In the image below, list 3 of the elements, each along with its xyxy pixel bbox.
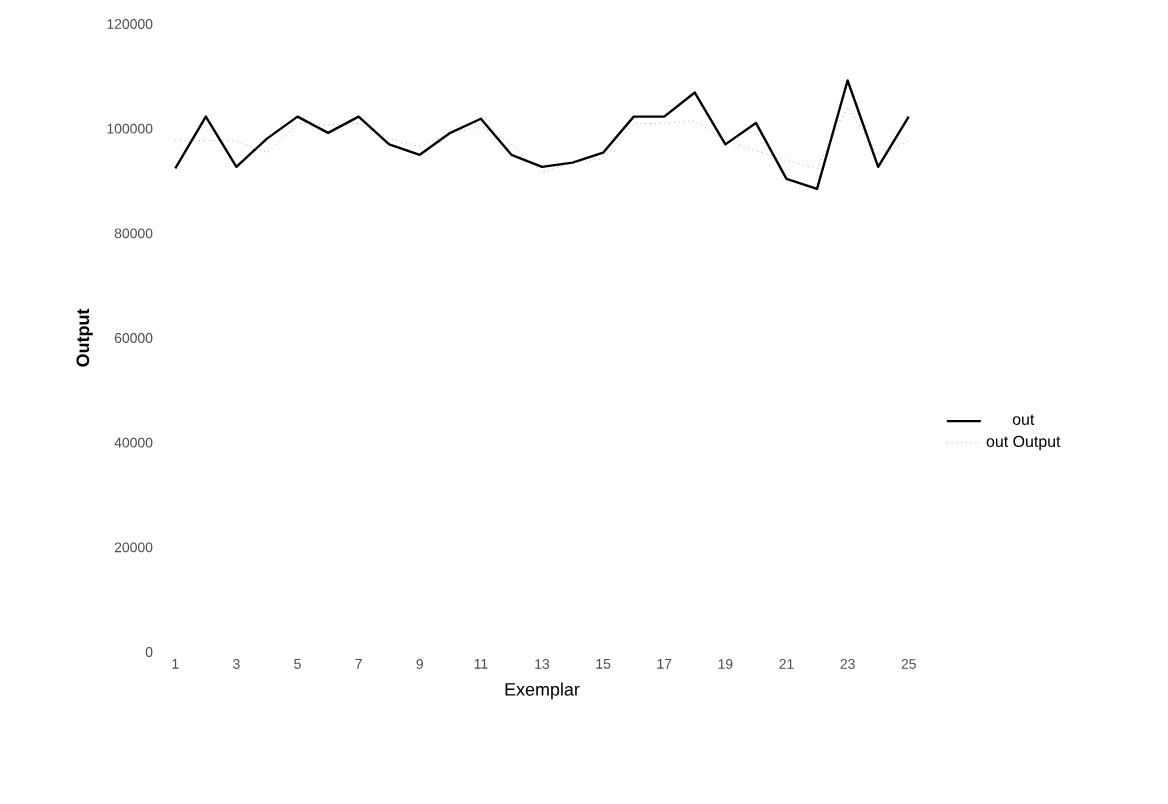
x-axis-title: Exemplar <box>505 682 580 700</box>
line-series <box>174 79 910 191</box>
y-axis-title: Output <box>76 308 93 367</box>
